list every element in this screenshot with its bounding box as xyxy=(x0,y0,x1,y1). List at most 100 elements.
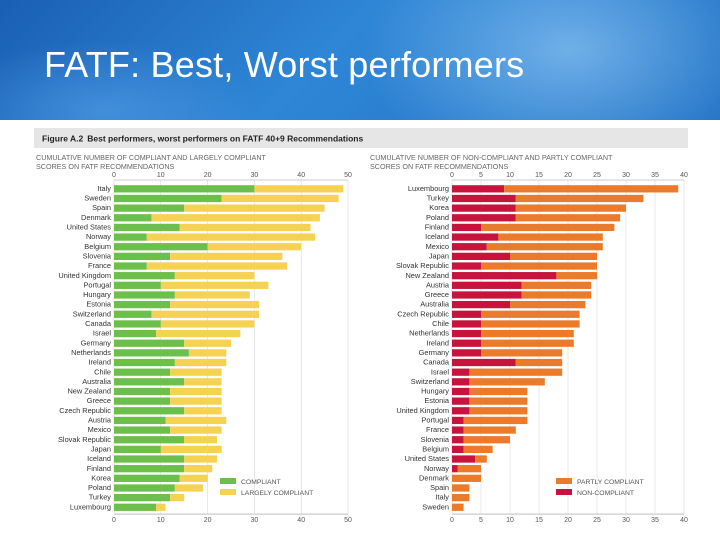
figure-panel: Figure A.2 Best performers, worst perform… xyxy=(34,128,688,528)
bar-segment xyxy=(504,185,679,193)
bar-segment xyxy=(174,291,250,299)
bar-segment xyxy=(170,252,283,260)
category-label: Turkey xyxy=(89,493,112,502)
tick-label-top: 20 xyxy=(204,172,212,179)
category-label: Korea xyxy=(91,473,112,482)
bar-segment xyxy=(114,262,147,270)
bar-segment xyxy=(174,272,255,280)
chart-title: CUMULATIVE NUMBER OF COMPLIANT AND LARGE… xyxy=(36,153,267,162)
category-label: France xyxy=(426,425,449,434)
bar-segment xyxy=(165,416,227,425)
bar-segment xyxy=(179,223,311,232)
tick-label-top: 10 xyxy=(157,172,165,179)
bar-segment xyxy=(452,281,522,289)
category-label: Hungary xyxy=(83,290,111,299)
category-label: Austria xyxy=(88,416,112,425)
tick-label-bottom: 30 xyxy=(251,517,259,524)
bar-segment xyxy=(515,214,621,222)
best-performers-chart: CUMULATIVE NUMBER OF COMPLIANT AND LARGE… xyxy=(36,153,352,524)
legend-swatch xyxy=(556,489,572,495)
bar-segment xyxy=(521,291,592,299)
bar-segment xyxy=(510,301,586,309)
bar-segment xyxy=(469,378,545,386)
tick-label-bottom: 0 xyxy=(450,517,454,524)
bar-segment xyxy=(452,436,464,444)
tick-label-bottom: 10 xyxy=(157,517,165,524)
category-label: Sweden xyxy=(422,502,449,511)
bar-segment xyxy=(452,358,516,367)
bar-segment xyxy=(179,474,208,482)
bar-segment xyxy=(114,223,180,232)
figure-subtitle: Best performers, worst performers on FAT… xyxy=(87,134,363,144)
bar-segment xyxy=(114,397,171,405)
tick-label-bottom: 50 xyxy=(344,517,352,524)
bar-segment xyxy=(114,378,185,386)
category-label: Chile xyxy=(94,367,111,376)
tick-label-bottom: 30 xyxy=(622,517,630,524)
category-label: Iceland xyxy=(87,454,111,463)
tick-label-top: 50 xyxy=(344,172,352,179)
bar-segment xyxy=(481,349,563,357)
tick-label-bottom: 20 xyxy=(204,517,212,524)
category-label: Mexico xyxy=(426,242,449,251)
category-label: Japan xyxy=(429,251,449,260)
bar-segment xyxy=(457,465,481,473)
bar-segment xyxy=(146,262,288,270)
bar-segment xyxy=(184,407,222,415)
bar-segment xyxy=(114,301,171,309)
tick-label-bottom: 25 xyxy=(593,517,601,524)
tick-label-bottom: 5 xyxy=(479,517,483,524)
bar-segment xyxy=(452,349,481,357)
category-label: Finland xyxy=(87,464,111,473)
bar-segment xyxy=(515,358,563,367)
category-label: Slovak Republic xyxy=(58,435,111,444)
category-label: Japan xyxy=(91,444,111,453)
bar-segment xyxy=(114,436,185,444)
bar-segment xyxy=(452,204,516,212)
category-label: Netherlands xyxy=(71,348,111,357)
bar-segment xyxy=(114,494,171,502)
category-label: Australia xyxy=(420,300,450,309)
bar-segment xyxy=(469,387,528,396)
bar-segment xyxy=(184,455,217,463)
category-label: Portugal xyxy=(83,280,111,289)
tick-label-top: 40 xyxy=(297,172,305,179)
bar-segment xyxy=(114,272,175,280)
bar-segment xyxy=(521,281,592,289)
category-label: Canada xyxy=(423,358,450,367)
bar-segment xyxy=(452,262,481,270)
category-label: Spain xyxy=(430,483,449,492)
category-label: Turkey xyxy=(427,194,450,203)
bar-segment xyxy=(114,407,185,415)
bar-segment xyxy=(114,484,175,492)
bar-segment xyxy=(114,214,152,222)
category-label: United States xyxy=(67,223,112,232)
legend-label: PARTLY COMPLIANT xyxy=(577,479,644,486)
bar-segment xyxy=(469,397,528,405)
category-label: United Kingdom xyxy=(58,271,111,280)
category-label: Denmark xyxy=(81,213,111,222)
bar-segment xyxy=(114,387,171,396)
bar-segment xyxy=(184,465,213,473)
bar-segment xyxy=(156,503,166,511)
category-label: Mexico xyxy=(88,425,111,434)
bar-segment xyxy=(452,387,470,396)
bar-segment xyxy=(515,204,626,212)
tick-label-bottom: 35 xyxy=(651,517,659,524)
bar-segment xyxy=(184,436,217,444)
bar-segment xyxy=(556,272,597,280)
tick-label-top: 20 xyxy=(564,172,572,179)
bar-segment xyxy=(114,320,161,328)
category-label: Slovenia xyxy=(421,435,450,444)
bar-segment xyxy=(114,194,222,203)
category-label: Switzerland xyxy=(73,309,111,318)
bar-segment xyxy=(452,291,522,299)
legend-swatch xyxy=(556,478,572,484)
chart-title: SCORES ON FATF RECOMMENDATIONS xyxy=(36,162,175,171)
bar-segment xyxy=(170,494,185,502)
category-label: New Zealand xyxy=(405,271,449,280)
bar-segment xyxy=(481,339,574,347)
bar-segment xyxy=(170,426,222,434)
legend-swatch xyxy=(220,489,236,495)
category-label: Chile xyxy=(432,319,449,328)
